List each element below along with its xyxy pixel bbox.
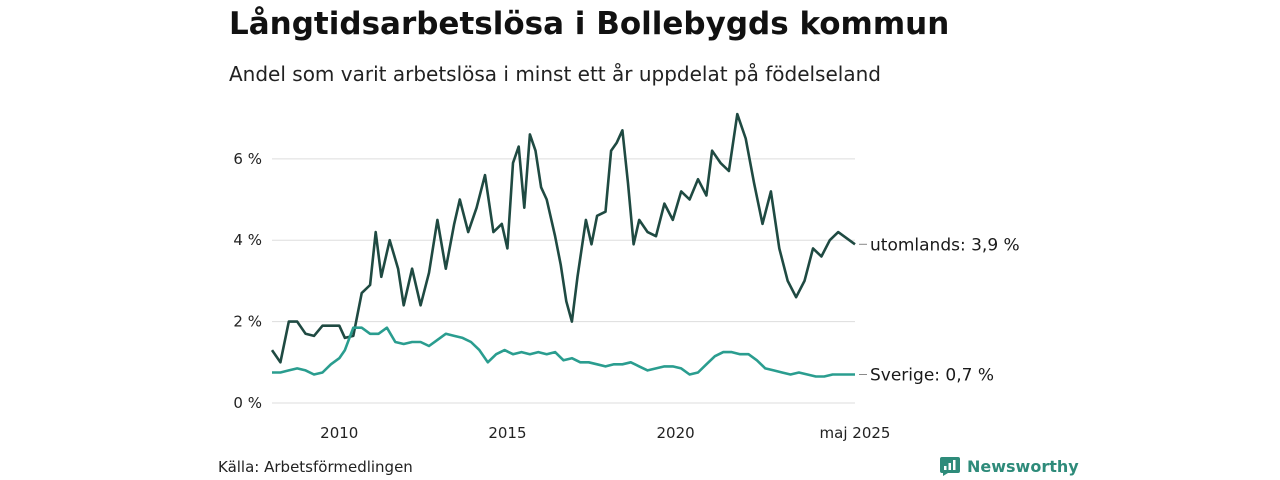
y-tick-label: 0 %	[233, 394, 262, 412]
brand-logo[interactable]: Newsworthy	[939, 455, 1079, 477]
series-line	[270, 112, 856, 364]
x-tick-label: maj 2025	[820, 424, 891, 442]
x-tick-label: 2010	[320, 424, 358, 442]
brand-name: Newsworthy	[967, 456, 1079, 476]
y-axis-ticks: 0 % 2 % 4 % 6 %	[233, 150, 262, 412]
series-end-label: Sverige: 0,7 %	[870, 366, 994, 386]
chart-subtitle: Andel som varit arbetslösa i minst ett å…	[229, 62, 881, 86]
x-tick-label: 2020	[657, 424, 695, 442]
series-line	[272, 326, 855, 378]
y-tick-label: 6 %	[233, 150, 262, 168]
series-lines	[270, 112, 856, 378]
newsworthy-chart-icon	[940, 457, 960, 476]
end-labels: utomlands: 3,9 % Sverige: 0,7 %	[859, 235, 1020, 386]
x-axis-ticks: 2010 2015 2020 maj 2025	[320, 424, 890, 442]
grid-lines	[272, 158, 855, 404]
source-note: Källa: Arbetsförmedlingen	[218, 458, 413, 476]
chart-title: Långtidsarbetslösa i Bollebygds kommun	[229, 6, 950, 42]
x-tick-label: 2015	[488, 424, 526, 442]
y-tick-label: 2 %	[233, 313, 262, 331]
series-end-label: utomlands: 3,9 %	[870, 235, 1020, 255]
y-tick-label: 4 %	[233, 231, 262, 249]
